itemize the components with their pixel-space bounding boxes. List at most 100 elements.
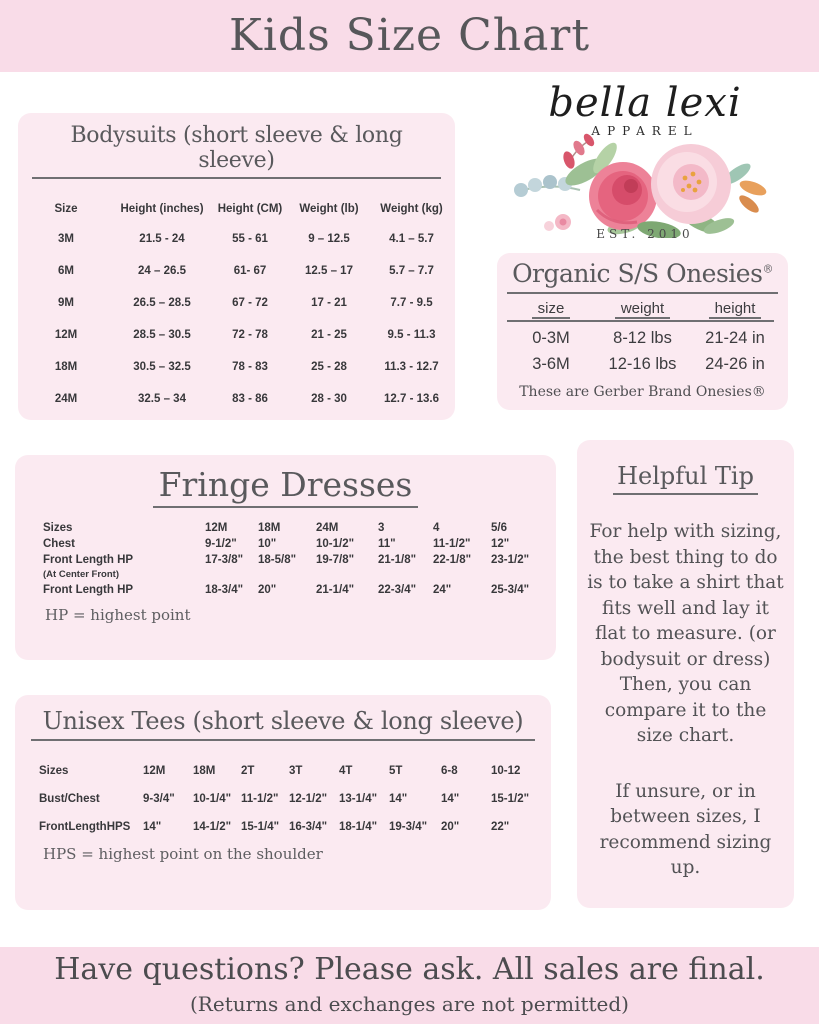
table-cell: 25-3/4"	[491, 584, 530, 596]
table-cell: 21 - 25	[311, 329, 347, 341]
table-cell: 21-1/8"	[378, 554, 417, 566]
table-cell: 11-1/2"	[241, 793, 279, 805]
onesies-title: Organic S/S Onesies®	[507, 259, 778, 294]
table-cell: 13-1/4"	[339, 793, 378, 805]
table-cell: 28.5 – 30.5	[133, 329, 191, 341]
table-row: Bust/Chest 9-3/4" 10-1/4" 11-1/2" 12-1/2…	[39, 785, 551, 813]
column-header-size: size	[531, 300, 571, 319]
table-cell: 5T	[389, 765, 403, 777]
onesies-panel: Organic S/S Onesies® size weight height …	[497, 253, 788, 410]
row-label: Sizes	[39, 765, 69, 777]
onesies-table: size weight height 0-3M 8-12 lbs 21-24 i…	[507, 300, 774, 374]
bodysuits-table: Size Height (inches) Height (CM) Weight …	[18, 195, 455, 415]
table-cell: 9-3/4"	[143, 793, 175, 805]
table-cell: 18M	[54, 361, 78, 373]
table-cell: 72 - 78	[232, 329, 268, 341]
column-header-height-in: Height (inches)	[120, 203, 204, 215]
footer-line-2: (Returns and exchanges are not permitted…	[190, 992, 629, 1016]
table-cell: 14"	[441, 793, 460, 805]
brand-name: bella lexi	[548, 80, 742, 126]
column-header-size: Size	[54, 203, 78, 215]
watercolor-flowers-icon	[514, 133, 767, 239]
brand-established: EST. 2010	[596, 227, 694, 241]
table-cell: 21-24 in	[705, 329, 765, 347]
table-row: Front Length HP 18-3/4" 20" 21-1/4" 22-3…	[43, 582, 556, 598]
table-cell: 2T	[241, 765, 255, 777]
row-label: Sizes	[43, 522, 73, 534]
table-cell: 4	[433, 522, 440, 534]
table-cell: 12.7 - 13.6	[384, 393, 439, 405]
tip-paragraph-2: If unsure, or in between sizes, I recomm…	[599, 780, 772, 879]
table-cell: 16-3/4"	[289, 821, 328, 833]
table-cell: 9.5 - 11.3	[387, 329, 436, 341]
table-cell: 14-1/2"	[193, 821, 232, 833]
table-cell: 12.5 – 17	[305, 265, 353, 277]
table-row: 9M 26.5 – 28.5 67 - 72 17 - 21 7.7 - 9.5	[18, 287, 455, 319]
column-header-weight-kg: Weight (kg)	[380, 203, 443, 215]
table-cell: 12M	[205, 522, 228, 534]
table-cell: 22"	[491, 821, 510, 833]
footer-line-1: Have questions? Please ask. All sales ar…	[54, 952, 765, 987]
bodysuits-panel: Bodysuits (short sleeve & long sleeve) S…	[18, 113, 455, 420]
table-cell: 24M	[316, 522, 339, 534]
table-row: 12M 28.5 – 30.5 72 - 78 21 - 25 9.5 - 11…	[18, 319, 455, 351]
onesies-header-row: size weight height	[507, 300, 774, 322]
table-cell: 9M	[58, 297, 74, 309]
row-label: Front Length HP	[43, 584, 134, 596]
table-cell: 24 – 26.5	[138, 265, 186, 277]
tees-title: Unisex Tees (short sleeve & long sleeve)	[31, 707, 535, 741]
table-row: 24M 32.5 – 34 83 - 86 28 - 30 12.7 - 13.…	[18, 383, 455, 415]
table-cell: 24"	[433, 584, 452, 596]
fringe-title: Fringe Dresses	[152, 465, 419, 508]
table-cell: 14"	[389, 793, 408, 805]
table-cell: 32.5 – 34	[138, 393, 186, 405]
table-cell: 0-3M	[532, 329, 570, 347]
table-cell: 22-3/4"	[378, 584, 417, 596]
table-cell: 9-1/2"	[205, 538, 237, 550]
table-cell: 3T	[289, 765, 303, 777]
table-cell: 78 - 83	[232, 361, 268, 373]
table-cell: 11-1/2"	[433, 538, 471, 550]
column-header-height: height	[708, 300, 762, 319]
table-cell: 18M	[258, 522, 281, 534]
hps-legend: HPS = highest point on the shoulder	[43, 845, 323, 863]
table-cell: 10-12	[491, 765, 521, 777]
footer-banner: Have questions? Please ask. All sales ar…	[0, 947, 819, 1024]
table-cell: 21-1/4"	[316, 584, 355, 596]
table-cell: 17 - 21	[311, 297, 347, 309]
table-row: 0-3M 8-12 lbs 21-24 in	[507, 329, 774, 348]
table-row: 18M 30.5 – 32.5 78 - 83 25 - 28 11.3 - 1…	[18, 351, 455, 383]
table-cell: 10-1/4"	[193, 793, 232, 805]
table-cell: 61- 67	[233, 265, 267, 277]
table-row: Front Length HP 17-3/8" 18-5/8" 19-7/8" …	[43, 552, 556, 568]
brand-logo: bella lexi APPAREL	[495, 80, 795, 252]
table-cell: 24-26 in	[705, 355, 765, 373]
column-header-weight-lb: Weight (lb)	[299, 203, 359, 215]
table-cell: 8-12 lbs	[613, 329, 672, 347]
table-cell: 15-1/2"	[491, 793, 530, 805]
row-label: FrontLengthHPS	[39, 821, 131, 833]
table-cell: 10-1/2"	[316, 538, 355, 550]
unisex-tees-panel: Unisex Tees (short sleeve & long sleeve)…	[15, 695, 551, 910]
table-cell: 5/6	[491, 522, 507, 534]
table-cell: 83 - 86	[232, 393, 268, 405]
table-row: Sizes 12M 18M 2T 3T 4T 5T 6-8 10-12	[39, 757, 551, 785]
table-cell: 3	[378, 522, 385, 534]
tees-table: Sizes 12M 18M 2T 3T 4T 5T 6-8 10-12 Bust…	[39, 757, 551, 841]
table-cell: 22-1/8"	[433, 554, 472, 566]
column-header-weight: weight	[614, 300, 671, 319]
table-cell: 18-5/8"	[258, 554, 297, 566]
table-row: Sizes 12M 18M 24M 3 4 5/6	[43, 520, 556, 536]
onesies-title-text: Organic S/S Onesies	[512, 259, 763, 288]
table-cell: 12M	[54, 329, 78, 341]
table-cell: 19-7/8"	[316, 554, 355, 566]
table-cell: 67 - 72	[232, 297, 268, 309]
table-cell: 12M	[143, 765, 166, 777]
table-cell: 12"	[491, 538, 510, 550]
tip-paragraph-1: For help with sizing, the best thing to …	[587, 521, 784, 747]
fringe-dresses-panel: Fringe Dresses Sizes 12M 18M 24M 3 4 5/6…	[15, 455, 556, 660]
row-label: Bust/Chest	[39, 793, 100, 805]
row-label: Front Length HP	[43, 554, 134, 566]
table-cell: 3-6M	[532, 355, 570, 373]
